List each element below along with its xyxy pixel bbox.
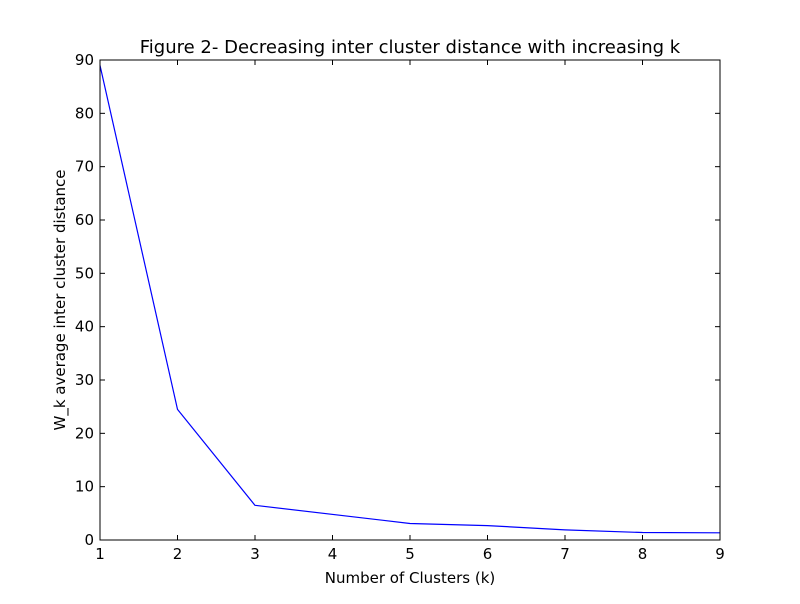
x-tick-label: 6 xyxy=(483,545,493,563)
y-axis-label: W_k average inter cluster distance xyxy=(51,169,70,430)
x-tick-label: 3 xyxy=(250,545,260,563)
x-tick-label: 5 xyxy=(405,545,415,563)
plot-area xyxy=(100,60,720,540)
x-tick-label: 4 xyxy=(328,545,338,563)
y-tick-label: 90 xyxy=(75,51,94,69)
chart-title: Figure 2- Decreasing inter cluster dista… xyxy=(140,37,681,58)
x-tick-label: 1 xyxy=(95,545,105,563)
y-tick-label: 40 xyxy=(75,318,94,336)
y-tick-label: 60 xyxy=(75,211,94,229)
y-tick-label: 80 xyxy=(75,104,94,122)
plot-frame xyxy=(99,59,721,541)
y-tick-label: 0 xyxy=(84,531,94,549)
y-tick-label: 10 xyxy=(75,478,94,496)
x-tick-label: 9 xyxy=(715,545,725,563)
y-tick-label: 50 xyxy=(75,264,94,282)
x-tick-label: 7 xyxy=(560,545,570,563)
series-line xyxy=(99,65,721,534)
x-tick-label: 2 xyxy=(173,545,183,563)
y-tick-label: 70 xyxy=(75,158,94,176)
x-axis-label: Number of Clusters (k) xyxy=(325,569,495,587)
series-layer xyxy=(99,65,721,534)
x-tick-label: 8 xyxy=(638,545,648,563)
y-tick-label: 20 xyxy=(75,424,94,442)
y-tick-label: 30 xyxy=(75,371,94,389)
